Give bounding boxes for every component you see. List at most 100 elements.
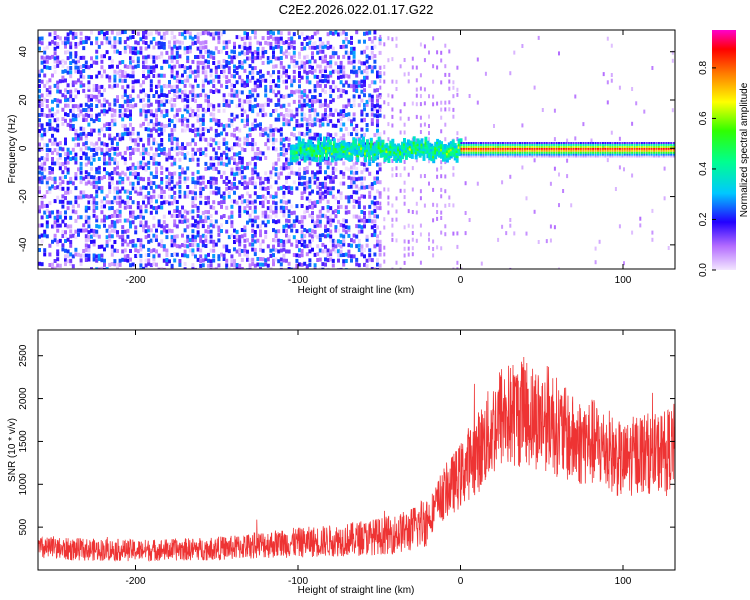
- noise-cell: [220, 122, 223, 127]
- carrier-cell: [293, 157, 297, 160]
- noise-cell: [350, 254, 353, 259]
- noise-cell: [56, 157, 60, 162]
- noise-cell: [173, 196, 177, 200]
- carrier-cell: [289, 147, 293, 151]
- noise-cell: [123, 74, 127, 79]
- noise-cell: [123, 113, 127, 118]
- noise-cell: [360, 170, 364, 175]
- noise-cell: [181, 146, 184, 151]
- noise-cell: [243, 36, 247, 41]
- noise-cell: [204, 109, 208, 114]
- carrier-cell: [455, 157, 459, 161]
- noise-cell: [292, 64, 296, 69]
- noise-cell: [95, 40, 99, 45]
- carrier-cell: [358, 147, 362, 151]
- noise-cell: [147, 258, 151, 263]
- noise-cell: [147, 103, 151, 108]
- noise-cell: [170, 229, 174, 234]
- noise-cell: [282, 94, 286, 99]
- noise-cell: [139, 258, 143, 263]
- noise-cell: [264, 258, 268, 263]
- noise-cell: [253, 230, 257, 234]
- carrier-cell: [321, 146, 325, 150]
- carrier-cell: [460, 147, 463, 150]
- noise-cell: [311, 41, 314, 46]
- noise-cell: [395, 43, 398, 48]
- noise-cell: [292, 219, 296, 224]
- noise-cell: [201, 132, 205, 137]
- noise-cell: [618, 165, 621, 170]
- noise-cell: [118, 108, 122, 113]
- noise-cell: [82, 114, 86, 119]
- noise-cell: [196, 108, 200, 113]
- carrier-cell: [393, 153, 397, 157]
- noise-cell: [321, 113, 325, 118]
- noise-cell: [136, 50, 140, 55]
- noise-cell: [256, 215, 260, 220]
- noise-cell: [116, 49, 119, 54]
- noise-cell: [308, 128, 312, 133]
- carrier-cell: [482, 153, 485, 156]
- noise-cell: [186, 238, 190, 243]
- noise-cell: [316, 181, 320, 186]
- carrier-cell: [562, 145, 565, 148]
- noise-cell: [121, 136, 125, 141]
- noise-cell: [272, 79, 275, 84]
- noise-cell: [448, 79, 451, 84]
- noise-cell: [274, 229, 278, 234]
- noise-cell: [129, 166, 132, 171]
- noise-cell: [329, 70, 333, 75]
- noise-cell: [188, 107, 192, 112]
- noise-cell: [311, 136, 314, 141]
- noise-cell: [287, 185, 291, 190]
- noise-cell: [448, 195, 451, 200]
- noise-cell: [162, 31, 166, 36]
- noise-cell: [313, 252, 317, 257]
- noise-cell: [407, 252, 410, 257]
- noise-cell: [238, 75, 242, 80]
- noise-cell: [188, 45, 192, 50]
- noise-cell: [53, 127, 57, 132]
- noise-cell: [149, 210, 153, 215]
- noise-cell: [324, 160, 327, 165]
- noise-cell: [256, 103, 260, 108]
- noise-cell: [113, 113, 117, 118]
- carrier-cell: [523, 153, 526, 156]
- carrier-cell: [555, 145, 558, 148]
- carrier-cell: [436, 143, 440, 147]
- noise-cell: [222, 141, 226, 146]
- noise-cell: [129, 99, 132, 104]
- carrier-cell: [489, 145, 492, 148]
- noise-cell: [246, 32, 249, 37]
- noise-cell: [142, 40, 145, 45]
- noise-cell: [316, 118, 320, 123]
- carrier-cell: [344, 147, 348, 151]
- noise-cell: [277, 84, 281, 89]
- carrier-cell: [299, 144, 303, 147]
- noise-cell: [363, 75, 366, 80]
- noise-cell: [217, 103, 221, 108]
- noise-cell: [391, 79, 394, 84]
- noise-cell: [610, 130, 613, 135]
- noise-cell: [173, 114, 177, 119]
- noise-cell: [329, 89, 333, 94]
- carrier-cell: [511, 142, 514, 144]
- noise-cell: [334, 228, 338, 233]
- noise-cell: [191, 209, 195, 214]
- noise-cell: [66, 180, 70, 185]
- noise-cell: [183, 170, 187, 175]
- noise-cell: [225, 141, 229, 146]
- noise-cell: [77, 228, 80, 233]
- noise-cell: [90, 141, 93, 146]
- noise-cell: [51, 262, 54, 267]
- noise-cell: [324, 189, 327, 194]
- noise-cell: [118, 133, 122, 138]
- noise-cell: [324, 102, 327, 107]
- noise-cell: [235, 238, 239, 243]
- noise-cell: [92, 157, 96, 162]
- noise-cell: [316, 98, 320, 103]
- noise-cell: [191, 41, 195, 46]
- noise-cell: [113, 44, 117, 49]
- noise-cell: [279, 31, 283, 36]
- carrier-cell: [519, 142, 521, 144]
